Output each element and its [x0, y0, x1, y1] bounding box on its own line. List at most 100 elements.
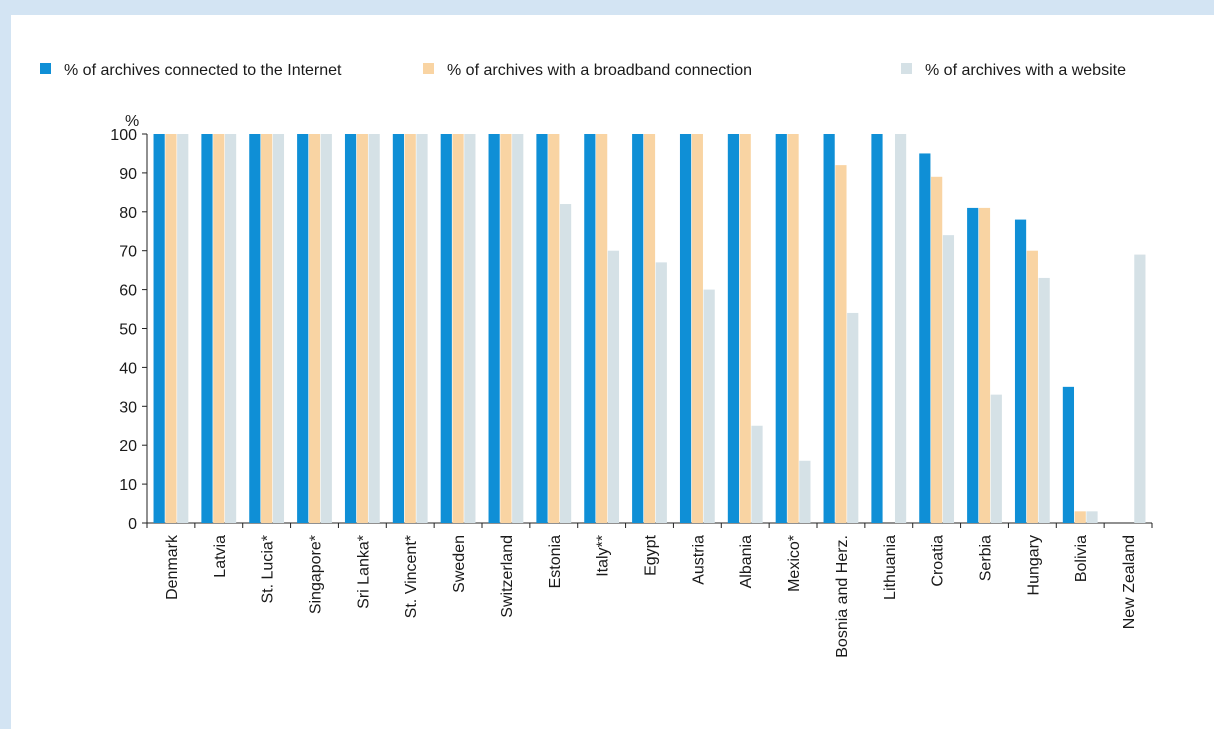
category-label: Lithuania — [882, 535, 899, 600]
bar-3-14 — [799, 460, 811, 523]
bar-1-19 — [1014, 219, 1027, 523]
y-tick-label: 100 — [110, 127, 137, 144]
bar-3-20 — [1086, 511, 1098, 523]
category-label: Austria — [690, 535, 707, 585]
bar-1-12 — [679, 134, 692, 523]
category-label: Switzerland — [499, 535, 516, 618]
y-tick-label: 80 — [119, 205, 137, 222]
bar-1-10 — [584, 134, 596, 523]
bar-3-18 — [990, 394, 1002, 523]
bar-2-19 — [1026, 250, 1038, 523]
category-label: Latvia — [212, 535, 229, 578]
legend-swatch-1 — [40, 63, 51, 74]
bar-3-6 — [416, 134, 428, 523]
bar-3-5 — [368, 134, 380, 523]
bar-3-1 — [177, 134, 189, 523]
bar-1-20 — [1062, 386, 1075, 523]
bar-1-7 — [440, 134, 452, 523]
bars — [153, 134, 1146, 524]
bar-1-4 — [297, 134, 309, 523]
category-label: Serbia — [978, 535, 995, 581]
bar-3-15 — [847, 312, 859, 523]
bar-1-2 — [201, 134, 213, 523]
bar-2-15 — [835, 165, 847, 523]
bar-1-8 — [488, 134, 500, 523]
y-tick-label: 0 — [128, 516, 137, 533]
bar-1-11 — [632, 134, 644, 523]
bar-3-3 — [272, 134, 285, 523]
category-label: Hungary — [1025, 535, 1042, 595]
bar-3-19 — [1038, 277, 1050, 523]
bar-1-16 — [871, 134, 883, 523]
bar-1-6 — [392, 134, 405, 523]
category-labels: Denmark Latvia St. Lucia* Singapore* Sri Lan… — [164, 534, 1138, 658]
bar-3-12 — [703, 289, 715, 523]
legend-swatch-2 — [423, 63, 434, 74]
bar-3-2 — [224, 134, 237, 523]
category-label: Sweden — [451, 535, 468, 593]
bar-1-13 — [727, 134, 740, 523]
legend-label-1: % of archives connected to the Internet — [64, 62, 342, 79]
category-label: Sri Lanka* — [355, 535, 372, 609]
bar-2-17 — [931, 176, 943, 524]
y-tick-label: 40 — [119, 360, 137, 377]
bar-1-5 — [344, 134, 357, 523]
y-tick-label: 50 — [119, 322, 137, 339]
bar-2-14 — [787, 134, 799, 523]
bar-1-1 — [153, 134, 165, 523]
bar-3-13 — [751, 425, 763, 523]
category-label: Singapore* — [308, 535, 325, 614]
bar-3-8 — [512, 134, 524, 523]
bar-2-5 — [356, 134, 368, 523]
bar-1-17 — [919, 153, 931, 523]
bar-1-9 — [536, 134, 548, 523]
category-label: St. Lucia* — [260, 535, 277, 603]
bar-2-1 — [165, 134, 177, 523]
bar-2-2 — [213, 134, 225, 523]
bar-2-18 — [978, 207, 991, 523]
bar-2-8 — [500, 134, 512, 523]
legend: % of archives connected to the Internet%… — [40, 62, 1126, 79]
bar-1-15 — [823, 134, 835, 523]
bar-1-3 — [249, 134, 261, 523]
category-label: Estonia — [547, 535, 564, 588]
category-label: New Zealand — [1121, 535, 1138, 629]
category-label: Denmark — [164, 534, 181, 600]
bar-2-6 — [404, 134, 416, 523]
bar-3-21 — [1134, 254, 1146, 523]
y-tick-label: 10 — [119, 477, 137, 494]
bar-1-18 — [967, 207, 979, 523]
bar-2-12 — [691, 134, 703, 523]
category-label: Mexico* — [786, 535, 803, 592]
bar-2-3 — [261, 134, 273, 523]
y-axis-label: % — [125, 113, 139, 130]
bar-2-20 — [1074, 511, 1086, 523]
bar-3-16 — [894, 134, 907, 523]
bar-3-10 — [607, 250, 620, 523]
bar-2-9 — [548, 134, 560, 523]
legend-label-3: % of archives with a website — [925, 62, 1126, 79]
bar-2-11 — [643, 134, 656, 523]
category-label: Egypt — [643, 534, 660, 575]
bar-2-4 — [308, 134, 321, 523]
bar-3-11 — [655, 262, 667, 523]
y-tick-label: 90 — [119, 166, 137, 183]
bar-2-10 — [596, 134, 608, 523]
y-tick-label: 20 — [119, 438, 137, 455]
y-tick-label: 30 — [119, 399, 137, 416]
bar-2-13 — [739, 134, 751, 523]
bar-3-4 — [320, 134, 332, 523]
y-tick-label: 60 — [119, 283, 137, 300]
bar-1-14 — [775, 134, 787, 523]
bar-3-7 — [464, 134, 476, 523]
category-label: Bolivia — [1073, 535, 1090, 582]
legend-label-2: % of archives with a broadband connectio… — [447, 62, 752, 79]
category-label: St. Vincent* — [403, 535, 420, 618]
legend-swatch-3 — [901, 63, 912, 74]
bar-3-9 — [559, 204, 572, 523]
category-label: Croatia — [930, 535, 947, 587]
y-tick-label: 70 — [119, 244, 137, 261]
category-label: Italy** — [595, 535, 612, 577]
bar-3-17 — [942, 235, 955, 523]
